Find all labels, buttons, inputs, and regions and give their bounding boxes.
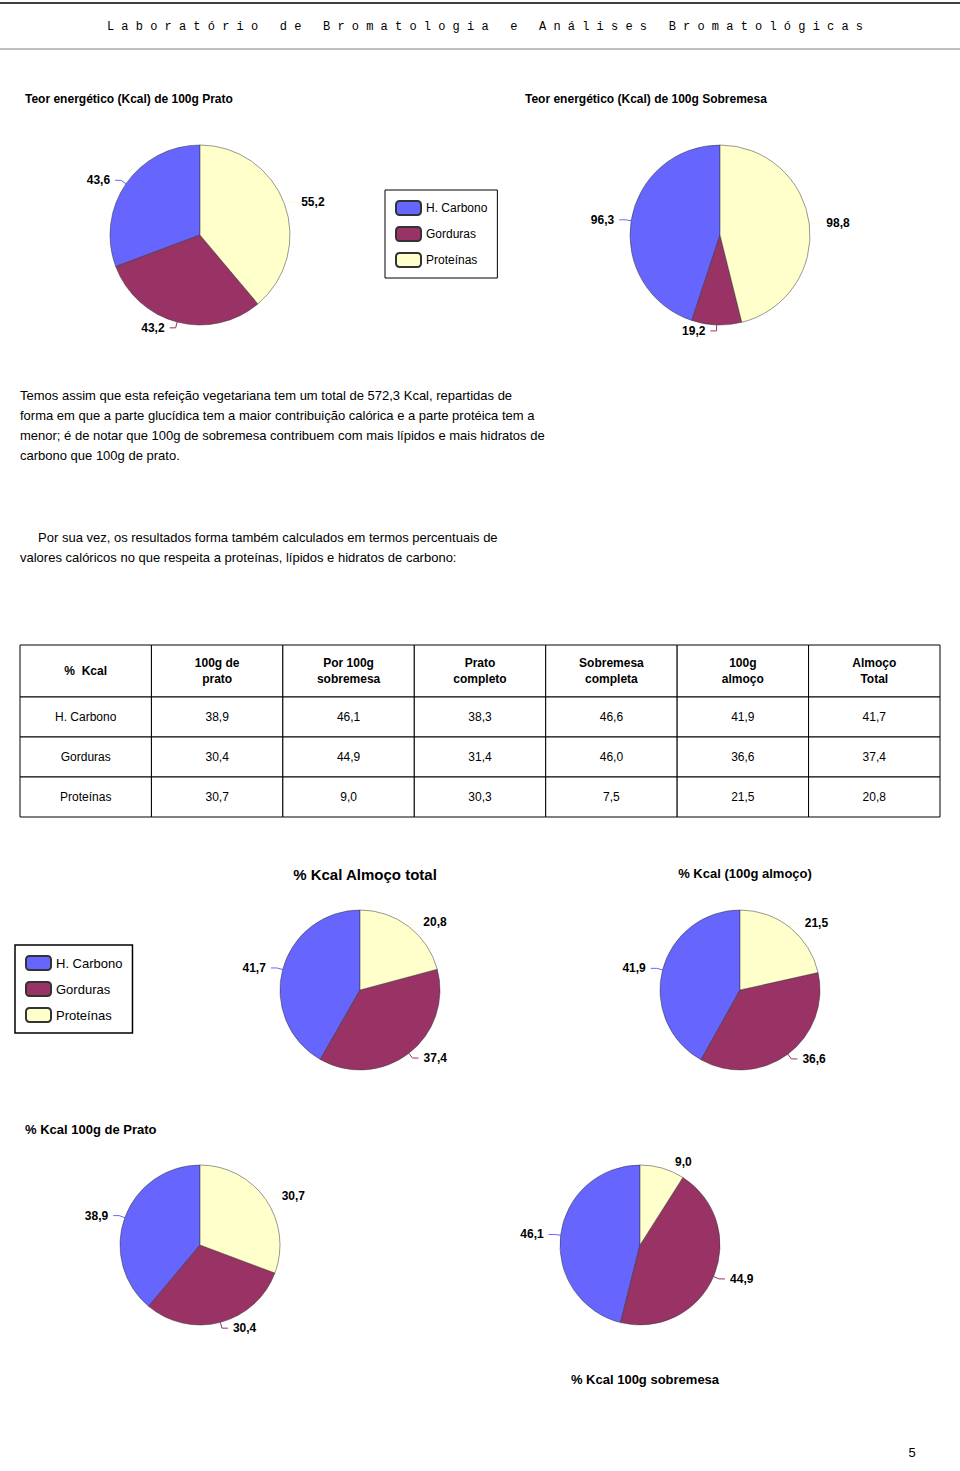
svg-text:Temos assim que esta refeição: Temos assim que esta refeição vegetarian…: [20, 388, 512, 403]
svg-text:menor; é de notar que 100g de: menor; é de notar que 100g de sobremesa …: [20, 428, 545, 443]
svg-text:Proteínas: Proteínas: [60, 790, 111, 804]
svg-text:% Kcal 100g de Prato: % Kcal 100g de Prato: [25, 1122, 157, 1137]
svg-text:96,3: 96,3: [591, 213, 615, 227]
svg-text:20,8: 20,8: [863, 790, 887, 804]
svg-text:9,0: 9,0: [675, 1155, 692, 1169]
svg-text:Gorduras: Gorduras: [61, 750, 111, 764]
svg-text:L a b o r a t ó r i o d e: L a b o r a t ó r i o d e B r o m a t o …: [107, 20, 863, 34]
svg-text:Gorduras: Gorduras: [426, 227, 476, 241]
svg-text:5: 5: [908, 1445, 915, 1460]
svg-text:30,4: 30,4: [233, 1321, 257, 1335]
svg-text:41,7: 41,7: [243, 961, 267, 975]
svg-text:30,3: 30,3: [468, 790, 492, 804]
svg-text:7,5: 7,5: [603, 790, 620, 804]
svg-text:38,9: 38,9: [205, 710, 229, 724]
svg-text:Total: Total: [860, 672, 888, 686]
svg-text:43,2: 43,2: [141, 321, 165, 335]
svg-text:% Kcal: % Kcal: [64, 664, 107, 678]
svg-text:% Kcal (100g almoço): % Kcal (100g almoço): [678, 866, 812, 881]
svg-text:37,4: 37,4: [863, 750, 887, 764]
svg-text:carbono que 100g de prato.: carbono que 100g de prato.: [20, 448, 180, 463]
svg-text:H. Carbono: H. Carbono: [55, 710, 117, 724]
svg-text:H. Carbono: H. Carbono: [426, 201, 488, 215]
svg-text:31,4: 31,4: [468, 750, 492, 764]
svg-text:41,9: 41,9: [622, 961, 646, 975]
svg-text:Teor energético (Kcal) de 100g: Teor energético (Kcal) de 100g Sobremesa: [525, 92, 767, 106]
svg-text:completo: completo: [453, 672, 506, 686]
svg-text:Gorduras: Gorduras: [56, 982, 111, 997]
svg-text:Sobremesa: Sobremesa: [579, 656, 644, 670]
svg-text:Almoço: Almoço: [852, 656, 896, 670]
svg-text:55,2: 55,2: [301, 195, 325, 209]
svg-text:38,3: 38,3: [468, 710, 492, 724]
svg-text:100g de: 100g de: [195, 656, 240, 670]
svg-text:Por sua vez, os resultados for: Por sua vez, os resultados forma também …: [20, 530, 498, 545]
svg-text:9,0: 9,0: [340, 790, 357, 804]
svg-text:completa: completa: [585, 672, 638, 686]
svg-text:21,5: 21,5: [805, 916, 829, 930]
svg-text:Proteínas: Proteínas: [56, 1008, 112, 1023]
svg-text:sobremesa: sobremesa: [317, 672, 381, 686]
svg-text:46,1: 46,1: [520, 1227, 544, 1241]
svg-text:21,5: 21,5: [731, 790, 755, 804]
svg-text:46,6: 46,6: [600, 710, 624, 724]
svg-text:46,0: 46,0: [600, 750, 624, 764]
svg-text:19,2: 19,2: [682, 324, 706, 338]
svg-text:% Kcal 100g sobremesa: % Kcal 100g sobremesa: [571, 1372, 720, 1387]
svg-text:30,7: 30,7: [205, 790, 229, 804]
svg-text:43,6: 43,6: [87, 173, 111, 187]
svg-text:H. Carbono: H. Carbono: [56, 956, 122, 971]
svg-text:41,7: 41,7: [863, 710, 887, 724]
svg-text:37,4: 37,4: [424, 1051, 448, 1065]
svg-text:20,8: 20,8: [423, 915, 447, 929]
svg-text:36,6: 36,6: [731, 750, 755, 764]
svg-text:Teor energético (Kcal) de 100g: Teor energético (Kcal) de 100g Prato: [25, 92, 233, 106]
svg-text:41,9: 41,9: [731, 710, 755, 724]
svg-text:38,9: 38,9: [85, 1209, 109, 1223]
svg-text:30,4: 30,4: [205, 750, 229, 764]
svg-text:forma em que a parte glucídica: forma em que a parte glucídica tem a mai…: [20, 408, 535, 423]
svg-text:Prato: Prato: [465, 656, 496, 670]
svg-text:30,7: 30,7: [282, 1189, 306, 1203]
svg-text:Proteínas: Proteínas: [426, 253, 477, 267]
svg-text:44,9: 44,9: [337, 750, 361, 764]
svg-text:almoço: almoço: [722, 672, 764, 686]
svg-text:% Kcal Almoço total: % Kcal Almoço total: [293, 866, 437, 883]
svg-text:valores calóricos no que respe: valores calóricos no que respeita a prot…: [20, 550, 456, 565]
svg-text:44,9: 44,9: [730, 1272, 754, 1286]
svg-text:100g: 100g: [729, 656, 756, 670]
svg-text:98,8: 98,8: [826, 216, 850, 230]
svg-text:36,6: 36,6: [802, 1052, 826, 1066]
svg-text:Por 100g: Por 100g: [323, 656, 374, 670]
svg-text:46,1: 46,1: [337, 710, 361, 724]
svg-text:prato: prato: [202, 672, 232, 686]
